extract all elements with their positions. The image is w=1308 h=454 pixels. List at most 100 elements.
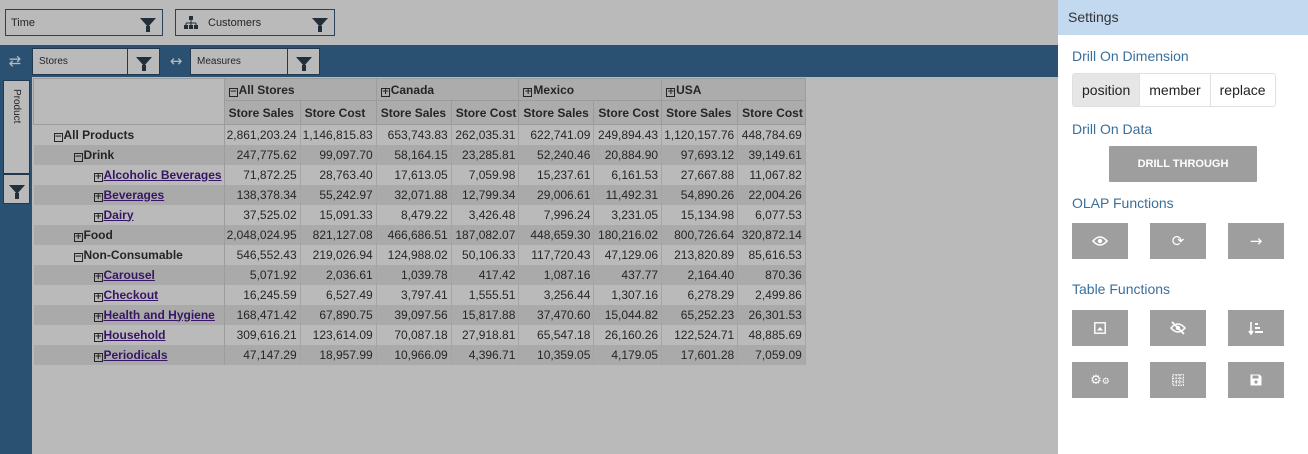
measure-header-cell[interactable]: Store Sales xyxy=(518,100,595,125)
value-cell[interactable]: 622,741.09 xyxy=(518,124,595,145)
value-cell[interactable]: 138,378.34 xyxy=(224,184,301,205)
measure-header-cell[interactable]: Store Cost xyxy=(593,100,663,125)
value-cell[interactable]: 466,686.51 xyxy=(376,224,452,245)
funnel-icon[interactable] xyxy=(127,49,159,74)
value-cell[interactable]: 52,240.46 xyxy=(518,144,595,165)
value-cell[interactable]: 58,164.15 xyxy=(376,144,452,165)
value-cell[interactable]: 17,613.05 xyxy=(376,164,452,185)
value-cell[interactable]: 67,890.75 xyxy=(300,304,377,325)
value-cell[interactable]: 122,524.71 xyxy=(661,324,739,345)
expand-toggle-icon[interactable]: + xyxy=(93,191,103,202)
value-cell[interactable]: 1,087.16 xyxy=(518,264,595,285)
next-button[interactable]: → xyxy=(1228,223,1284,259)
value-cell[interactable]: 17,601.28 xyxy=(661,344,739,365)
value-cell[interactable]: 262,035.31 xyxy=(451,124,520,145)
value-cell[interactable]: 800,726.64 xyxy=(661,224,739,245)
expand-toggle-icon[interactable]: + xyxy=(93,331,103,342)
value-cell[interactable]: 249,894.43 xyxy=(593,124,663,145)
value-cell[interactable]: 26,301.53 xyxy=(737,304,806,325)
value-cell[interactable]: 821,127.08 xyxy=(300,224,377,245)
value-cell[interactable]: 6,527.49 xyxy=(300,284,377,305)
value-cell[interactable]: 15,091.33 xyxy=(300,204,377,225)
value-cell[interactable]: 15,237.61 xyxy=(518,164,595,185)
value-cell[interactable]: 22,004.26 xyxy=(737,184,806,205)
value-cell[interactable]: 27,918.81 xyxy=(451,324,520,345)
drill-option-replace[interactable]: replace xyxy=(1210,74,1275,106)
value-cell[interactable]: 213,820.89 xyxy=(661,244,739,265)
value-cell[interactable]: 3,426.48 xyxy=(451,204,520,225)
expand-toggle-icon[interactable]: + xyxy=(93,351,103,362)
value-cell[interactable]: 32,071.88 xyxy=(376,184,452,205)
value-cell[interactable]: 55,242.97 xyxy=(300,184,377,205)
value-cell[interactable]: 47,147.29 xyxy=(224,344,301,365)
hide-button[interactable] xyxy=(1150,310,1206,346)
measure-header-cell[interactable]: Store Sales xyxy=(661,100,739,125)
value-cell[interactable]: 6,161.53 xyxy=(593,164,663,185)
expand-toggle-icon[interactable]: − xyxy=(53,131,63,142)
expand-toggle-icon[interactable]: + xyxy=(523,86,533,97)
value-cell[interactable]: 39,149.61 xyxy=(737,144,806,165)
export-image-button[interactable] xyxy=(1072,310,1128,346)
swap-axes-icon[interactable]: ⇄ xyxy=(8,52,22,70)
value-cell[interactable]: 15,817.88 xyxy=(451,304,520,325)
value-cell[interactable]: 97,693.12 xyxy=(661,144,739,165)
customers-filter[interactable]: Customers xyxy=(175,9,335,36)
value-cell[interactable]: 7,059.09 xyxy=(737,344,806,365)
funnel-icon[interactable] xyxy=(3,174,30,204)
value-cell[interactable]: 29,006.61 xyxy=(518,184,595,205)
value-cell[interactable]: 23,285.81 xyxy=(451,144,520,165)
sort-button[interactable] xyxy=(1228,310,1284,346)
value-cell[interactable]: 28,763.40 xyxy=(300,164,377,185)
value-cell[interactable]: 39,097.56 xyxy=(376,304,452,325)
value-cell[interactable]: 54,890.26 xyxy=(661,184,739,205)
member-link[interactable]: Carousel xyxy=(103,267,155,282)
expand-toggle-icon[interactable]: + xyxy=(93,291,103,302)
value-cell[interactable]: 117,720.43 xyxy=(518,244,595,265)
expand-toggle-icon[interactable]: + xyxy=(93,311,103,322)
expand-toggle-icon[interactable]: + xyxy=(93,211,103,222)
value-cell[interactable]: 168,471.42 xyxy=(224,304,301,325)
value-cell[interactable]: 5,071.92 xyxy=(224,264,301,285)
stores-dimension[interactable]: Stores xyxy=(32,48,160,75)
measure-header-cell[interactable]: Store Cost xyxy=(299,100,377,125)
value-cell[interactable]: 320,872.14 xyxy=(737,224,806,245)
expand-toggle-icon[interactable]: + xyxy=(73,231,83,242)
value-cell[interactable]: 219,026.94 xyxy=(300,244,377,265)
value-cell[interactable]: 187,082.07 xyxy=(451,224,520,245)
value-cell[interactable]: 16,245.59 xyxy=(224,284,301,305)
value-cell[interactable]: 65,252.23 xyxy=(661,304,739,325)
measure-header-cell[interactable]: Store Sales xyxy=(375,100,452,125)
value-cell[interactable]: 4,396.71 xyxy=(451,344,520,365)
value-cell[interactable]: 247,775.62 xyxy=(224,144,301,165)
value-cell[interactable]: 1,039.78 xyxy=(376,264,452,285)
funnel-icon[interactable] xyxy=(287,49,319,74)
value-cell[interactable]: 124,988.02 xyxy=(376,244,452,265)
value-cell[interactable]: 85,616.53 xyxy=(737,244,806,265)
settings-button[interactable]: ⚙⚙ xyxy=(1072,362,1128,398)
value-cell[interactable]: 653,743.83 xyxy=(376,124,452,145)
value-cell[interactable]: 3,231.05 xyxy=(593,204,663,225)
value-cell[interactable]: 4,179.05 xyxy=(593,344,663,365)
value-cell[interactable]: 12,799.34 xyxy=(451,184,520,205)
measure-header-cell[interactable]: Store Cost xyxy=(450,100,520,125)
product-dimension[interactable]: Product xyxy=(3,80,30,174)
value-cell[interactable]: 6,077.53 xyxy=(737,204,806,225)
value-cell[interactable]: 448,659.30 xyxy=(518,224,595,245)
member-link[interactable]: Periodicals xyxy=(103,347,168,362)
value-cell[interactable]: 10,966.09 xyxy=(376,344,452,365)
measure-header-cell[interactable]: Store Sales xyxy=(223,100,301,125)
value-cell[interactable]: 26,160.26 xyxy=(593,324,663,345)
value-cell[interactable]: 11,492.31 xyxy=(593,184,663,205)
left-right-arrows-icon[interactable]: ↔ xyxy=(169,52,183,70)
value-cell[interactable]: 7,996.24 xyxy=(518,204,595,225)
drill-option-member[interactable]: member xyxy=(1140,74,1211,106)
value-cell[interactable]: 3,256.44 xyxy=(518,284,595,305)
value-cell[interactable]: 2,164.40 xyxy=(661,264,739,285)
expand-toggle-icon[interactable]: + xyxy=(93,271,103,282)
value-cell[interactable]: 10,359.05 xyxy=(518,344,595,365)
funnel-icon[interactable] xyxy=(134,10,162,35)
value-cell[interactable]: 2,861,203.24 xyxy=(224,124,301,145)
value-cell[interactable]: 1,555.51 xyxy=(451,284,520,305)
value-cell[interactable]: 27,667.88 xyxy=(661,164,739,185)
grid-button[interactable] xyxy=(1150,362,1206,398)
